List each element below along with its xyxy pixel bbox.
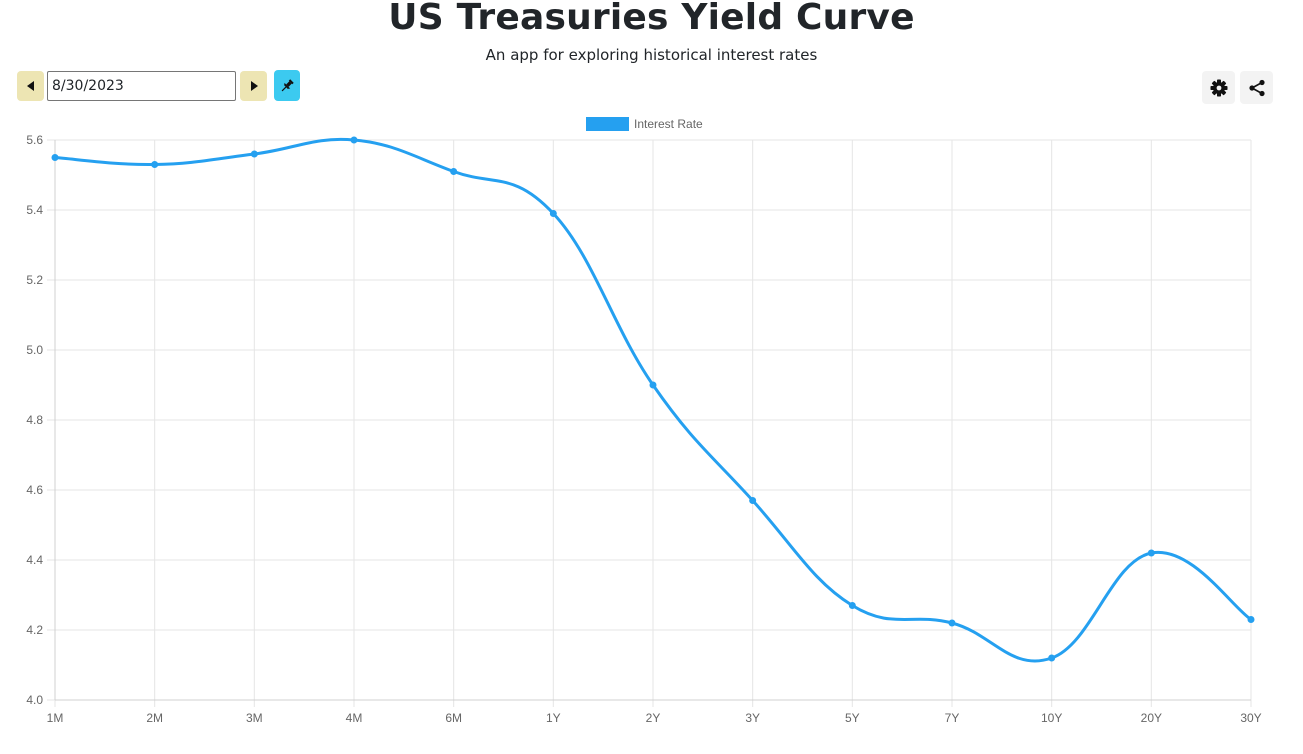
- y-tick-label: 4.0: [26, 693, 43, 707]
- previous-date-button[interactable]: [17, 71, 44, 101]
- legend-label: Interest Rate: [634, 117, 703, 131]
- caret-right-icon: [250, 81, 258, 91]
- data-point-1M[interactable]: [51, 154, 59, 161]
- data-point-4M[interactable]: [350, 136, 358, 144]
- pin-button[interactable]: [274, 70, 300, 101]
- chart-legend[interactable]: Interest Rate: [586, 117, 703, 131]
- y-tick-label: 4.2: [26, 623, 43, 637]
- data-point-5Y[interactable]: [848, 602, 856, 609]
- y-tick-label: 4.4: [26, 553, 43, 567]
- share-button[interactable]: [1240, 71, 1273, 104]
- x-tick-label: 30Y: [1240, 711, 1261, 725]
- y-tick-label: 4.6: [26, 483, 43, 497]
- data-point-20Y[interactable]: [1147, 549, 1155, 557]
- y-tick-label: 5.4: [26, 203, 43, 217]
- y-tick-label: 5.2: [26, 273, 43, 287]
- x-tick-label: 6M: [445, 711, 462, 725]
- x-tick-label: 1Y: [546, 711, 561, 725]
- x-tick-label: 20Y: [1141, 711, 1162, 725]
- settings-button[interactable]: [1202, 71, 1235, 104]
- x-tick-label: 4M: [346, 711, 363, 725]
- x-tick-label: 7Y: [945, 711, 960, 725]
- share-icon: [1248, 79, 1265, 96]
- y-tick-label: 4.8: [26, 413, 43, 427]
- pin-icon: [281, 78, 294, 91]
- data-point-3M[interactable]: [250, 150, 258, 158]
- x-tick-label: 1M: [47, 711, 64, 725]
- x-tick-label: 5Y: [845, 711, 860, 725]
- y-tick-label: 5.0: [26, 343, 43, 357]
- y-tick-label: 5.6: [26, 133, 43, 147]
- data-point-2M[interactable]: [151, 161, 159, 168]
- data-point-7Y[interactable]: [948, 619, 956, 627]
- data-point-30Y[interactable]: [1247, 616, 1255, 623]
- data-point-1Y[interactable]: [549, 210, 557, 217]
- page-subtitle: An app for exploring historical interest…: [485, 46, 818, 64]
- data-point-2Y[interactable]: [649, 381, 657, 389]
- date-input[interactable]: [47, 71, 236, 101]
- next-date-button[interactable]: [240, 71, 267, 101]
- x-tick-label: 2Y: [646, 711, 661, 725]
- caret-left-icon: [26, 81, 34, 91]
- data-point-10Y[interactable]: [1048, 654, 1056, 662]
- x-tick-label: 3M: [246, 711, 263, 725]
- x-tick-label: 3Y: [745, 711, 760, 725]
- page-title: US Treasuries Yield Curve: [388, 0, 915, 38]
- data-point-3Y[interactable]: [749, 497, 757, 504]
- data-point-6M[interactable]: [450, 168, 458, 175]
- legend-swatch: [586, 117, 629, 131]
- gear-icon: [1210, 79, 1227, 96]
- x-tick-label: 2M: [146, 711, 163, 725]
- x-tick-label: 10Y: [1041, 711, 1062, 725]
